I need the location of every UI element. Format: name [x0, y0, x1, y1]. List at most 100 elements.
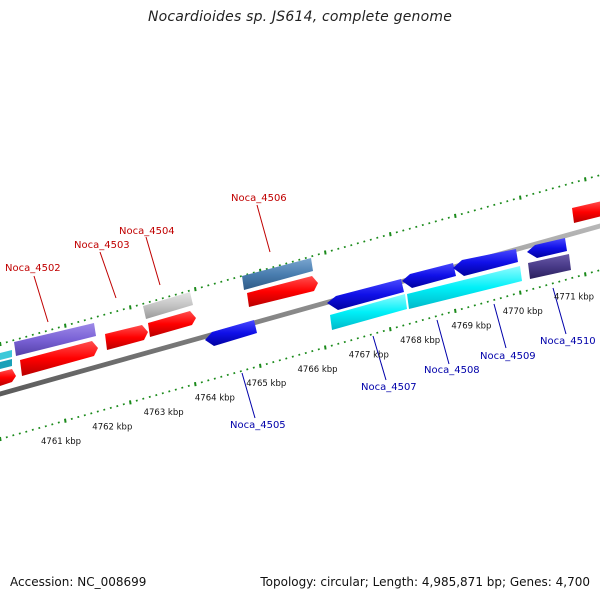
scale-tick	[291, 260, 294, 263]
scale-tick	[519, 290, 522, 295]
gene-label[interactable]: Noca_4506	[231, 193, 287, 204]
gene-feature[interactable]	[205, 320, 257, 346]
scale-tick	[441, 218, 444, 221]
scale-tick	[389, 232, 392, 237]
scale-tick	[330, 344, 333, 347]
scale-tick	[350, 244, 353, 247]
scale-tick	[148, 300, 151, 304]
gene-feature[interactable]	[105, 325, 148, 350]
gene-feature[interactable]	[0, 369, 16, 386]
scale-tick	[512, 198, 515, 201]
scale-tick	[577, 179, 580, 183]
scale-tick	[194, 286, 197, 292]
scale-tick	[64, 418, 67, 423]
scale-tick	[181, 291, 184, 294]
kbp-scale-labels: 4761 kbp 4762 kbp 4763 kbp 4764 kbp 4765 kbp…	[41, 293, 594, 448]
scale-tick	[480, 302, 483, 305]
scale-tick	[428, 222, 431, 225]
kbp-label: 4770 kbp	[503, 307, 543, 317]
scale-tick	[551, 187, 554, 190]
gene-feature[interactable]	[0, 350, 12, 360]
scale-tick	[174, 293, 177, 296]
gene-feature[interactable]	[14, 323, 96, 356]
scale-tick	[415, 320, 418, 324]
gene-label[interactable]: Noca_4504	[119, 226, 175, 237]
scale-tick	[584, 272, 587, 277]
scale-tick	[545, 284, 548, 287]
scale-tick	[122, 403, 125, 406]
scale-tick	[122, 308, 125, 311]
gene-feature[interactable]	[402, 263, 456, 288]
scale-tick	[181, 386, 184, 389]
scale-tick	[480, 207, 483, 210]
scale-tick	[200, 286, 203, 289]
scale-tick	[564, 278, 567, 281]
scale-tick	[174, 388, 177, 391]
gene-feature[interactable]	[20, 341, 98, 376]
scale-tick	[473, 304, 476, 307]
scale-tick	[538, 190, 541, 194]
scale-tick	[207, 379, 210, 382]
scale-tick	[512, 293, 515, 296]
gene-feature[interactable]	[407, 266, 522, 309]
scale-tick	[25, 430, 28, 433]
scale-tick	[337, 342, 340, 345]
gene-label[interactable]: Noca_4503	[74, 240, 130, 251]
scale-tick	[389, 327, 392, 332]
scale-tick	[278, 264, 281, 267]
scale-tick	[239, 370, 242, 373]
scale-tick	[590, 271, 593, 274]
scale-tick	[200, 381, 203, 384]
gene-feature[interactable]	[528, 254, 571, 279]
scale-tick	[350, 339, 353, 342]
gene-label[interactable]: Noca_4509	[480, 351, 536, 362]
scale-tick	[519, 195, 522, 200]
scale-tick	[129, 400, 132, 405]
scale-tick	[558, 280, 561, 283]
gene-label[interactable]: Noca_4502	[5, 263, 61, 274]
gene-feature[interactable]	[148, 311, 196, 337]
scale-tick	[558, 185, 561, 188]
reverse-tick-track	[0, 269, 600, 442]
scale-tick	[597, 174, 600, 177]
scale-tick	[447, 216, 450, 219]
scale-tick	[90, 317, 93, 320]
gene-label[interactable]: Noca_4508	[424, 365, 480, 376]
scale-tick	[148, 395, 151, 399]
scale-tick	[90, 412, 93, 415]
gene-feature[interactable]	[143, 292, 193, 319]
scale-tick	[57, 326, 60, 329]
scale-tick	[428, 317, 431, 320]
scale-tick	[285, 357, 288, 360]
scale-tick	[161, 392, 164, 395]
scale-tick	[499, 296, 502, 300]
genome-stats-text: Topology: circular; Length: 4,985,871 bp…	[260, 575, 590, 589]
scale-tick	[83, 319, 86, 322]
scale-tick	[168, 295, 171, 298]
scale-tick	[402, 229, 405, 232]
gene-feature[interactable]	[330, 294, 407, 330]
gene-feature[interactable]	[242, 258, 313, 290]
scale-tick	[83, 414, 86, 417]
scale-tick	[31, 333, 34, 336]
gene-feature[interactable]	[247, 276, 318, 307]
scale-tick	[142, 302, 145, 305]
scale-tick	[246, 368, 249, 371]
scale-tick	[486, 300, 489, 303]
gene-feature[interactable]	[327, 279, 404, 310]
gene-feature[interactable]	[527, 238, 567, 258]
kbp-label: 4769 kbp	[451, 321, 491, 331]
scale-tick	[324, 250, 327, 255]
scale-tick	[278, 359, 281, 362]
gene-feature[interactable]	[453, 249, 518, 276]
gene-label[interactable]: Noca_4507	[361, 382, 417, 393]
scale-tick	[545, 189, 548, 192]
gene-feature[interactable]	[572, 201, 600, 223]
kbp-label: 4766 kbp	[298, 365, 338, 375]
scale-tick	[454, 308, 457, 314]
gene-label[interactable]: Noca_4505	[230, 420, 286, 431]
gene-feature[interactable]	[0, 359, 12, 369]
scale-tick	[525, 194, 528, 197]
gene-label[interactable]: Noca_4510	[540, 336, 596, 347]
